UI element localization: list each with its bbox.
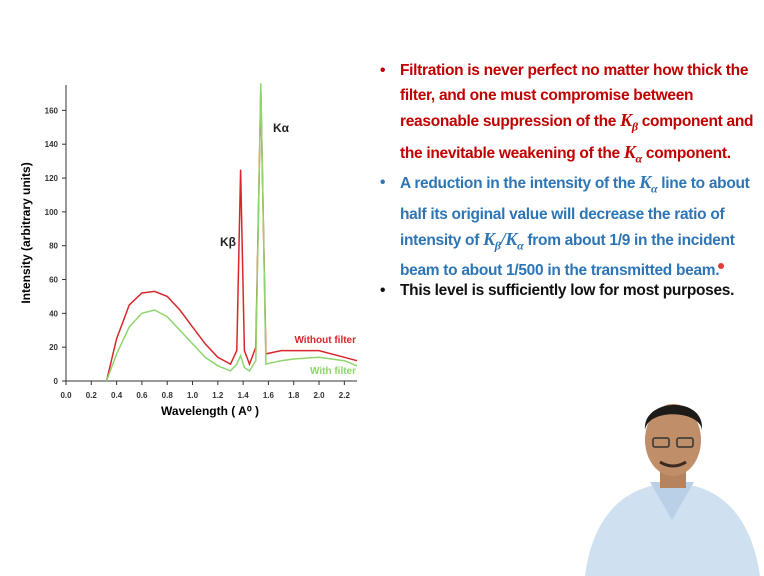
math: Kβ (620, 110, 638, 130)
math-k: K (483, 229, 495, 249)
text: A reduction in the intensity of the (400, 175, 639, 192)
series-label: With filter (310, 366, 356, 377)
y-tick-label: 60 (49, 276, 58, 285)
y-tick-label: 40 (49, 309, 58, 318)
presenter (585, 404, 760, 576)
x-tick-label: 0.8 (162, 391, 174, 400)
y-axis-label: Intensity (arbitrary units) (19, 162, 33, 303)
bullet-marker: • (380, 278, 385, 303)
x-tick-label: 1.8 (288, 391, 300, 400)
math-k: K (620, 110, 632, 130)
x-tick-label: 2.0 (313, 391, 325, 400)
bullet: • A reduction in the intensity of the Kα… (380, 170, 764, 283)
x-axis-label: Wavelength ( A⁰ ) (161, 404, 259, 418)
y-tick-label: 80 (49, 242, 58, 251)
x-tick-label: 1.0 (187, 391, 199, 400)
x-tick-label: 0.6 (136, 391, 148, 400)
bullet: • This level is sufficiently low for mos… (380, 278, 764, 303)
bullet-text: This level is sufficiently low for most … (400, 278, 764, 303)
bullet-marker: • (380, 170, 385, 195)
y-tick-label: 160 (45, 106, 59, 115)
annotation: Kβ (220, 235, 236, 249)
y-tick-label: 100 (45, 208, 59, 217)
y-tick-label: 0 (54, 377, 59, 386)
math-k: K (639, 172, 651, 192)
x-tick-label: 1.2 (212, 391, 224, 400)
series-label: Without filter (294, 335, 356, 346)
slide: Intensity (arbitrary units) Wavelength (… (0, 0, 764, 576)
text: component. (642, 145, 731, 162)
x-tick-label: 2.2 (339, 391, 351, 400)
x-tick-label: 1.4 (238, 391, 250, 400)
math: Kβ/Kα (483, 229, 523, 249)
y-tick-label: 20 (49, 343, 58, 352)
math: Kα (624, 142, 642, 162)
y-tick-label: 120 (45, 174, 59, 183)
y-tick-label: 140 (45, 140, 59, 149)
bullet-text: Filtration is never perfect no matter ho… (400, 58, 764, 171)
x-tick-label: 0.2 (86, 391, 98, 400)
bullet-marker: • (380, 58, 385, 83)
math-k: K (624, 142, 636, 162)
math: Kα (639, 172, 657, 192)
bullet: • Filtration is never perfect no matter … (380, 58, 764, 171)
annotation: Kα (273, 121, 290, 135)
x-tick-label: 1.6 (263, 391, 275, 400)
x-tick-label: 0.4 (111, 391, 123, 400)
bullet-text: A reduction in the intensity of the Kα l… (400, 170, 764, 283)
x-tick-label: 0.0 (60, 391, 72, 400)
math-k: K (505, 229, 517, 249)
text: This level is sufficiently low for most … (400, 282, 734, 299)
